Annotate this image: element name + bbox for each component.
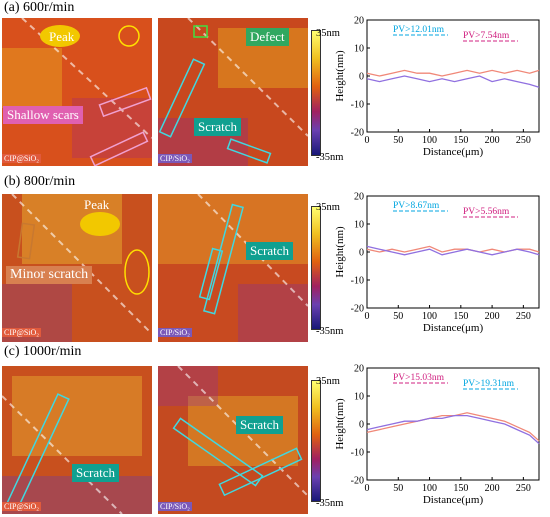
colorbar-max: 35nm [316,28,340,39]
y-tick-label: 20 [354,192,364,203]
x-tick-label: 50 [393,311,403,322]
x-tick-label: 0 [365,135,370,146]
x-tick-label: 50 [393,135,403,146]
x-axis-label: Distance(μm) [423,494,484,506]
scratch-label: Scratch [72,464,119,482]
y-tick-label: 10 [354,44,364,55]
height-profile-chart: 0 50 100 150 200 250 -20 -10 0 10 20 Distance(μm) He… [334,192,540,334]
sample-tag: CIP@SiO₂ [2,502,42,511]
x-tick-label: 0 [365,311,370,322]
afm-image-left [2,366,152,514]
pv-annotation: PV>12.01nm [393,25,445,35]
sample-tag: CIP/SiO₂ [158,154,192,163]
y-tick-label: -10 [351,448,364,459]
row-c: (c) 1000r/min Scratch CIP@SiO₂ Scratch C… [0,344,550,517]
x-tick-label: 150 [453,311,468,322]
minor-scratch-label: Minor scratch [6,266,93,284]
y-tick-label: -10 [351,276,364,287]
y-tick-label: 10 [354,392,364,403]
series-line [366,414,540,445]
sample-tag: CIP/SiO₂ [158,502,192,511]
x-tick-label: 150 [453,483,468,494]
y-tick-label: 0 [359,248,364,259]
y-tick-label: -20 [351,304,364,315]
row-a: (a) 600r/min Peak Shallow scars CIP@SiO₂… [0,0,550,170]
x-tick-label: 250 [516,135,531,146]
x-tick-label: 200 [485,483,500,494]
y-tick-label: 20 [354,364,364,375]
pv-annotation: PV>5.56nm [463,207,510,217]
sample-tag: CIP@SiO₂ [2,328,42,337]
afm-image-left [2,18,152,166]
row-title: (a) 600r/min [4,0,75,15]
y-tick-label: 10 [354,220,364,231]
x-tick-label: 150 [453,135,468,146]
x-tick-label: 200 [485,311,500,322]
peak-label: Peak [49,29,75,44]
pv-annotation: PV>7.54nm [463,31,510,41]
x-tick-label: 50 [393,483,403,494]
height-profile-chart: 0 50 100 150 200 250 -20 -10 0 10 20 Distance(μm) He… [334,364,540,506]
x-axis-label: Distance(μm) [423,146,484,158]
y-tick-label: 0 [359,420,364,431]
peak-label: Peak [84,197,110,212]
y-axis-label: Height(nm) [334,50,346,102]
defect-label: Defect [246,28,289,46]
x-axis-label: Distance(μm) [423,322,484,334]
y-axis-label: Height(nm) [334,398,346,450]
y-tick-label: 20 [354,16,364,27]
y-tick-label: -20 [351,128,364,139]
colorbar-max: 35nm [316,202,340,213]
x-tick-label: 250 [516,311,531,322]
y-tick-label: 0 [359,72,364,83]
series-line [366,245,540,256]
sample-tag: CIP@SiO₂ [2,154,42,163]
x-tick-label: 0 [365,483,370,494]
colorbar-min: -35nm [316,498,344,509]
scratch-label: Scratch [194,118,241,136]
y-axis-label: Height(nm) [334,226,346,278]
row-b: (b) 800r/min Peak Minor scratch CIP@SiO₂… [0,174,550,344]
y-tick-label: -20 [351,476,364,487]
x-tick-label: 100 [422,135,437,146]
colorbar-max: 35nm [316,376,340,387]
pv-annotation: PV>15.03nm [393,373,445,383]
scratch-label: Scratch [246,242,293,260]
series-line [366,69,540,77]
x-tick-label: 100 [422,311,437,322]
scratch-label: Scratch [236,416,283,434]
colorbar [311,206,321,330]
x-tick-label: 100 [422,483,437,494]
height-profile-chart: 0 50 100 150 200 250 -20 -10 0 10 20 Distance(μm) He… [334,16,540,158]
pv-annotation: PV>8.67nm [393,201,440,211]
row-title: (c) 1000r/min [4,344,82,359]
y-tick-label: -10 [351,100,364,111]
plot-frame [366,19,540,133]
colorbar-min: -35nm [316,152,344,163]
x-tick-label: 250 [516,483,531,494]
row-title: (b) 800r/min [4,174,76,189]
x-tick-label: 200 [485,135,500,146]
shallow-scars-label: Shallow scars [3,106,83,124]
colorbar [311,30,321,156]
pv-annotation: PV>19.31nm [463,379,515,389]
sample-tag: CIP/SiO₂ [158,328,192,337]
afm-image-right [158,194,308,342]
afm-image-right [158,366,308,514]
colorbar [311,380,321,502]
series-line [366,75,540,88]
colorbar-min: -35nm [316,326,344,337]
